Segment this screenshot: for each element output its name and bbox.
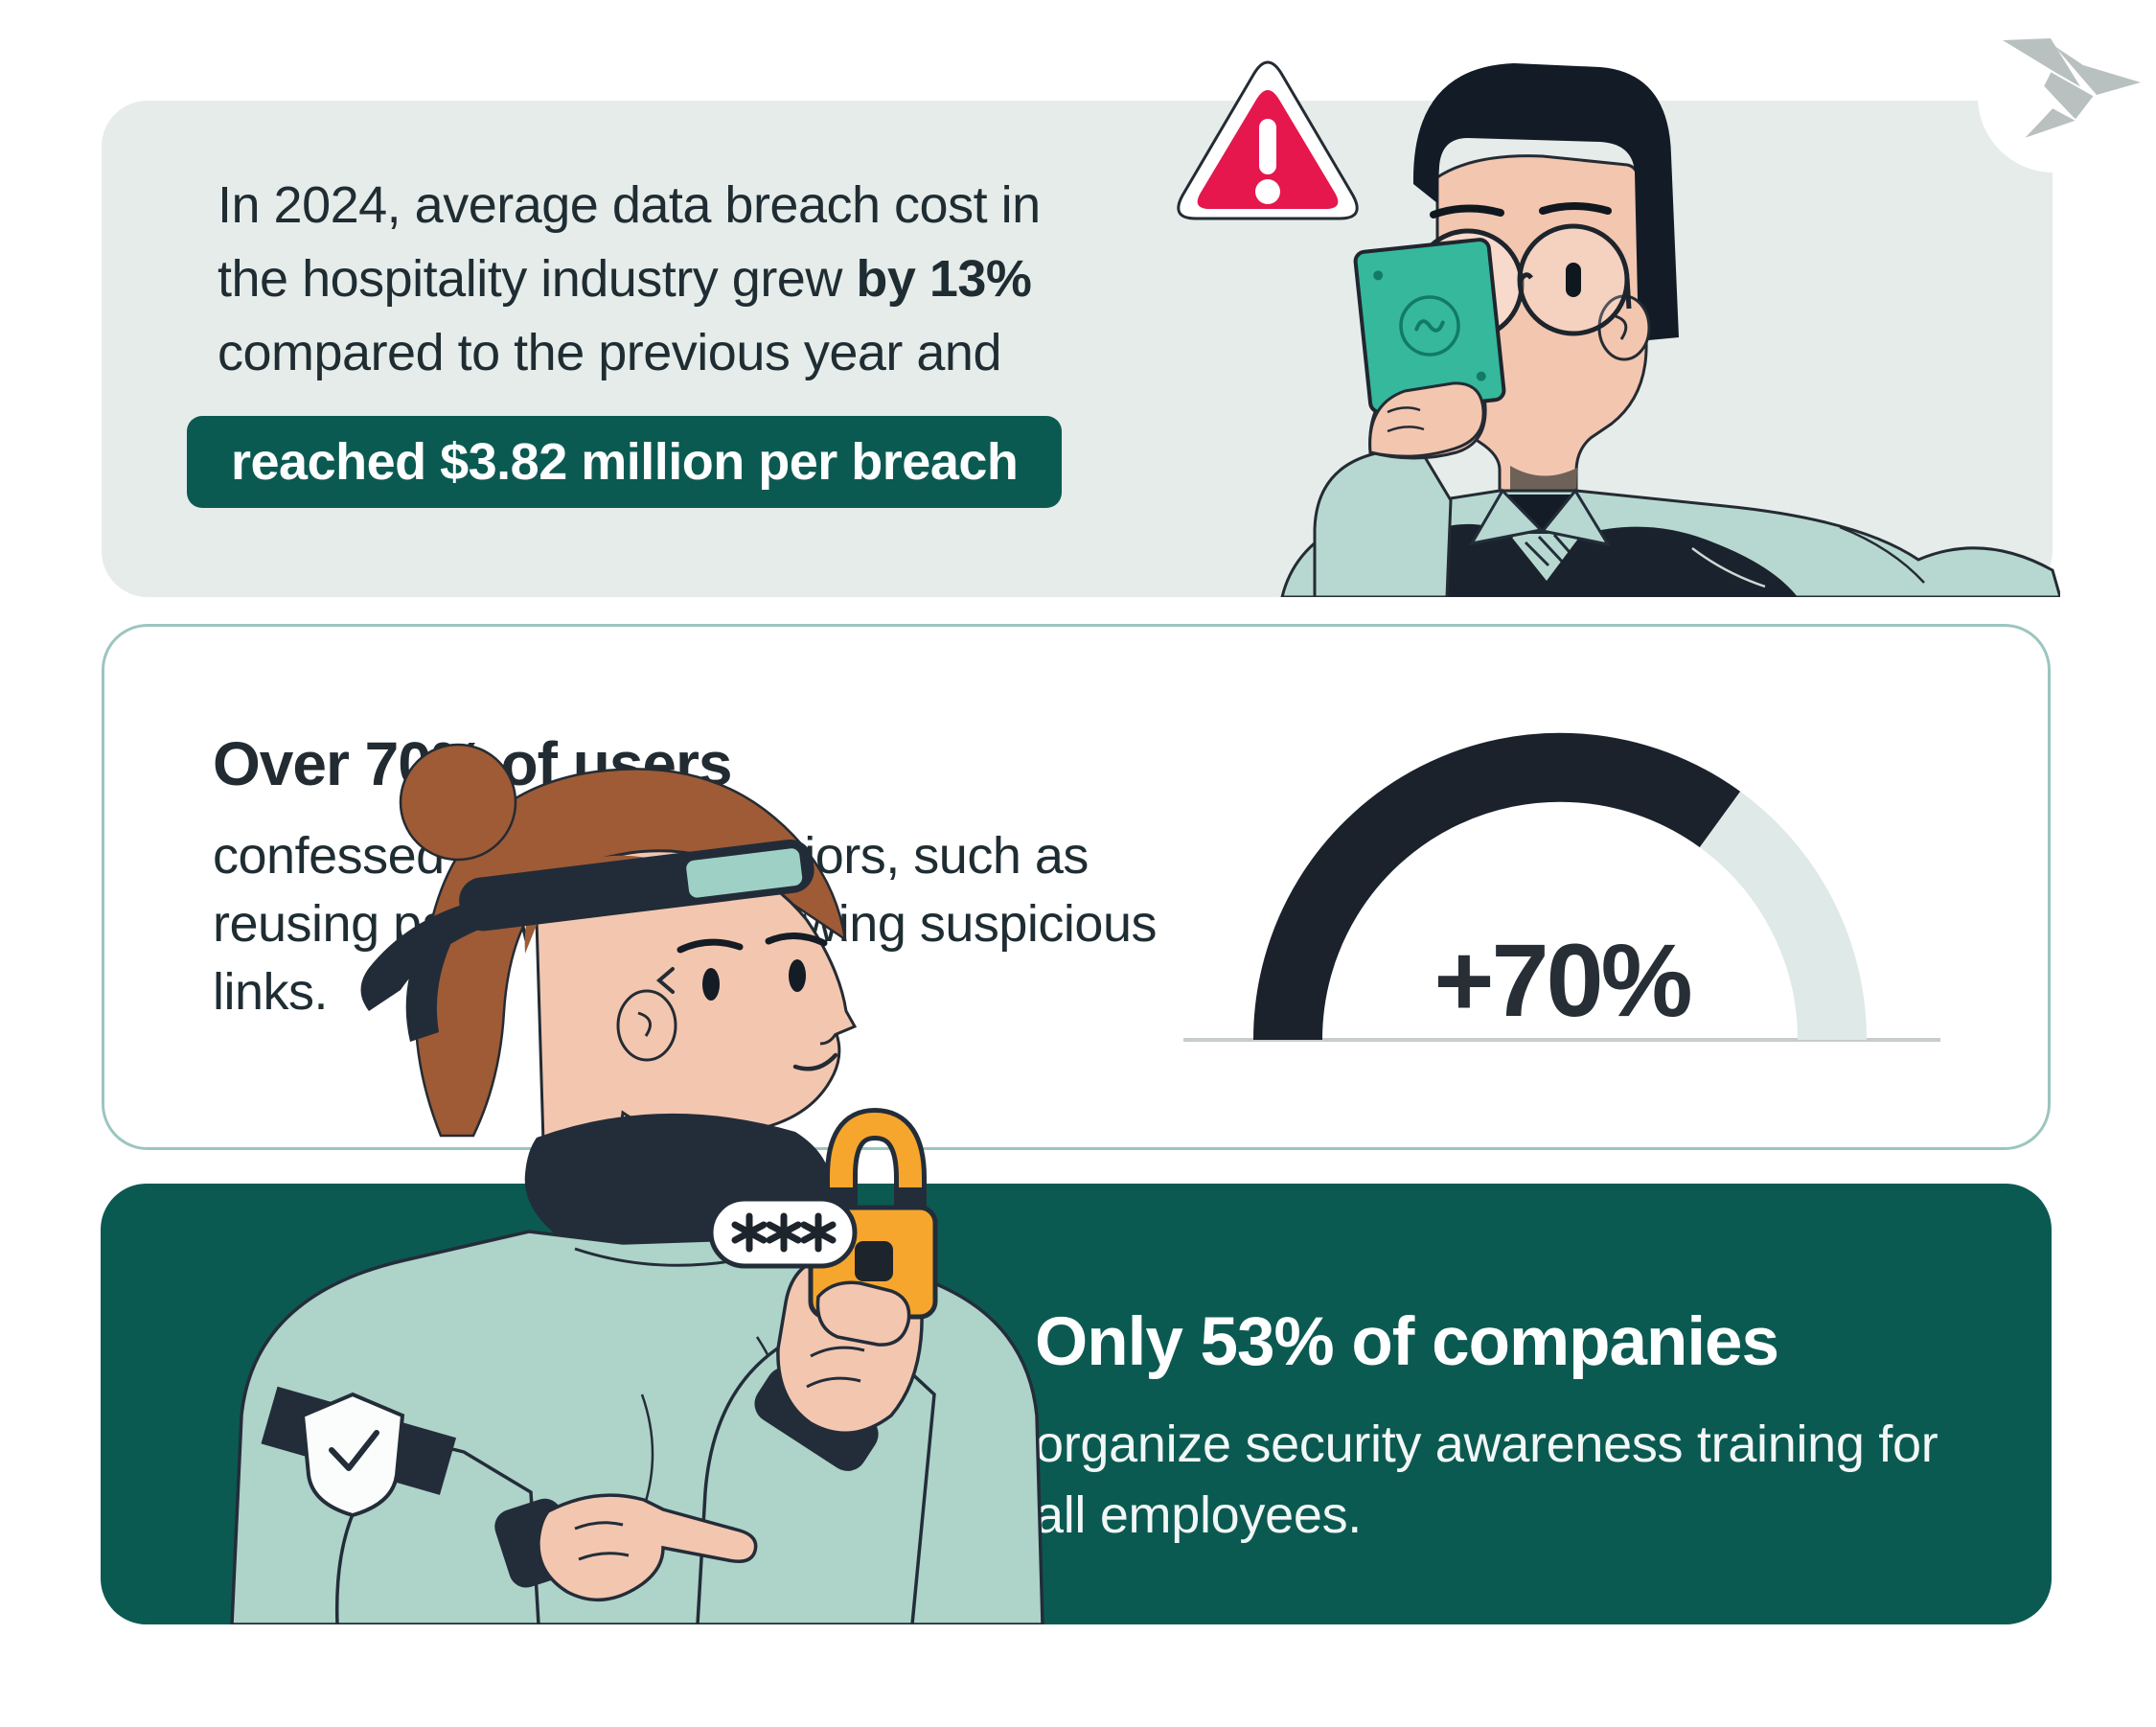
- breach-line-3: compared to the previous year and: [218, 324, 1001, 381]
- shield-check-icon: [300, 1392, 405, 1518]
- banknote-icon: [1353, 238, 1506, 414]
- gauge-chart-70-percent: +70%: [1183, 732, 1940, 1042]
- gauge-track-arc: [1699, 791, 1868, 1041]
- gauge-filled-arc: [1253, 732, 1741, 1041]
- breach-cost-badge: reached $3.82 million per breach: [187, 416, 1063, 508]
- warning-icon: [1177, 60, 1359, 220]
- password-asterisks-icon: [731, 1212, 837, 1253]
- companies-line-1: organize security awareness training for: [1035, 1416, 1938, 1473]
- companies-body: organize security awareness training for…: [1035, 1409, 1938, 1551]
- origami-bird-logo-icon: [2003, 38, 2141, 141]
- password-mask-pill: [708, 1196, 858, 1269]
- headband-icon: [459, 839, 814, 932]
- companies-line-2: all employees.: [1035, 1486, 1362, 1544]
- breach-cost-text: In 2024, average data breach cost in the…: [218, 169, 1041, 390]
- breach-line-2: the hospitality industry grew by 13%: [218, 250, 1032, 308]
- keyhole-icon: [855, 1241, 893, 1281]
- risky-users-line-3: links.: [213, 963, 329, 1021]
- companies-heading: Only 53% of companies: [1035, 1304, 1779, 1380]
- person-with-padlock-illustration: [230, 743, 1044, 1624]
- gauge-value-label: +70%: [1434, 922, 1690, 1038]
- breach-line-1: In 2024, average data breach cost in: [218, 176, 1041, 234]
- man-with-banknote-illustration: [1280, 63, 2060, 597]
